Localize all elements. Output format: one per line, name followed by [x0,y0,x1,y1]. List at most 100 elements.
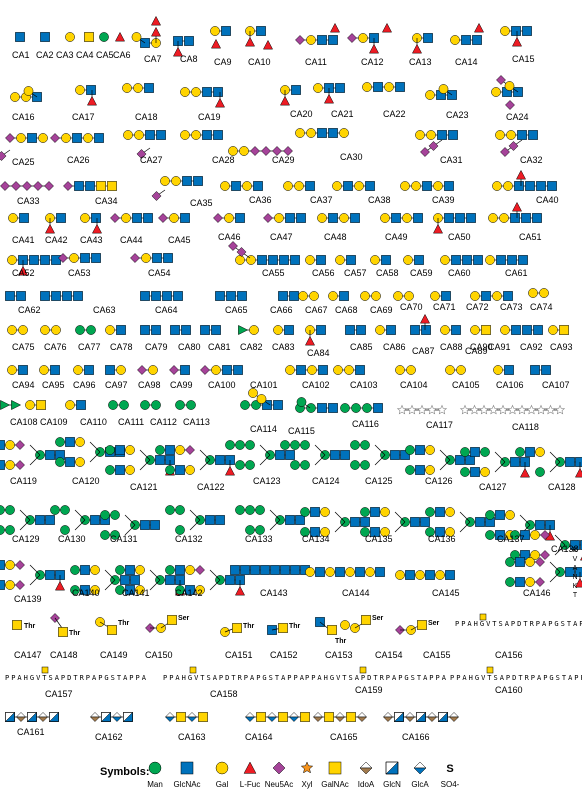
structure-label: CA76 [44,342,67,352]
man-symbol [60,525,70,535]
structure-label: CA94 [12,380,35,390]
glcnac-symbol [200,325,210,335]
gal-symbol [505,510,515,520]
amino-acid-label: Thr [243,623,255,630]
idoa-top [448,712,460,718]
man-symbol [306,403,316,413]
xyl-symbol [300,761,314,774]
green-flag-symbol [238,324,249,336]
glcnac-symbol [72,133,82,143]
structure-label: CA105 [452,380,480,390]
man-symbol [425,527,435,537]
man-symbol [60,505,70,515]
glcnac-symbol [150,520,160,530]
glcnac-symbol [295,515,305,525]
star-outline-symbol [554,404,566,415]
glcnac-symbol [40,255,50,265]
idoa-top [334,712,346,718]
glcnac-symbol [410,325,420,335]
glca-symbol [111,716,123,722]
structure-label: CA97 [105,380,128,390]
glcnac-symbol [415,465,425,475]
glcnac-symbol [202,87,212,97]
man-symbol [290,460,300,470]
glcnac-symbol [521,213,531,223]
glcnac-symbol [317,403,327,413]
glcnac-symbol [91,253,101,263]
gal-symbol [530,530,540,540]
glcnac-symbol [413,213,423,223]
structure-label: CA10 [248,57,271,67]
glcnac-symbol [193,176,203,186]
structure-label: CA91 [488,342,511,352]
structure-label: CA129 [12,534,40,544]
glcnac-symbol [15,32,25,42]
gal-symbol [433,181,443,191]
glcnac-symbol [233,365,243,375]
side-sequence-letter: N [572,574,577,581]
glcnac-symbol [448,130,458,140]
gal-symbol [220,181,230,191]
gal-symbol [121,213,131,223]
glcnac-symbol [27,133,37,143]
neu5ac-symbol [420,147,430,157]
glcnac-symbol [290,255,300,265]
structure-label: CA83 [272,342,295,352]
man-symbol [100,530,110,540]
glycosidic-bond [374,444,386,456]
gal-symbol [470,325,480,335]
glcnac-symbol [76,400,86,410]
gal-symbol [122,83,132,93]
glcnac-symbol [120,575,130,585]
glcnac-symbol [541,365,551,375]
structure-label: CA73 [500,302,523,312]
glcnac-symbol [35,515,45,525]
gal-symbol [535,447,545,457]
glcnac-symbol [532,213,542,223]
glycosidic-bond [19,519,31,531]
glcnac-symbol [0,460,5,470]
glcnac-symbol [240,565,250,575]
amino-acid-label: Thr [69,630,81,637]
legend-item-label: L-Fuc [240,780,260,789]
man-symbol [300,507,310,517]
glcnac-symbol [510,213,520,223]
glcnac-symbol [415,445,425,455]
neu5ac-symbol [44,181,54,191]
glcnac-symbol [284,325,294,335]
glcnac-symbol [50,365,60,375]
structure-label: CA7 [144,54,162,64]
glcnac-symbol [345,325,355,335]
gal-symbol [7,325,17,335]
glcnac-symbol [175,465,185,475]
gal-symbol [133,83,143,93]
gal-symbol [438,84,449,94]
structure-label: CA164 [245,732,273,742]
glcnac-symbol [422,181,432,191]
glcnac-symbol [165,575,175,585]
fuc-symbol [244,36,256,47]
glcnac-symbol [335,83,345,93]
glcnac-symbol [495,530,505,540]
structure-label: CA59 [410,268,433,278]
gal-symbol [180,130,190,140]
structure-label: CA21 [331,109,354,119]
structure-label: CA29 [272,155,295,165]
glcnac-symbol [420,517,430,527]
gal-symbol [445,507,455,517]
glycosidic-bond [554,544,566,556]
glcnac-symbol [316,255,326,265]
glcnac-symbol [180,365,190,375]
gal-symbol [61,133,71,143]
structure-label: CA2 [36,50,54,60]
glcnac-symbol [280,565,290,575]
gal-symbol [307,365,317,375]
galnac-symbol [324,712,334,722]
structure-label: CA13 [409,57,432,67]
gal-symbol [256,394,267,404]
structure-label: CA79 [145,342,168,352]
gal-symbol [210,26,220,36]
galnac-symbol [189,666,197,674]
structure-label: CA162 [95,732,123,742]
structure-label: CA124 [312,476,340,486]
